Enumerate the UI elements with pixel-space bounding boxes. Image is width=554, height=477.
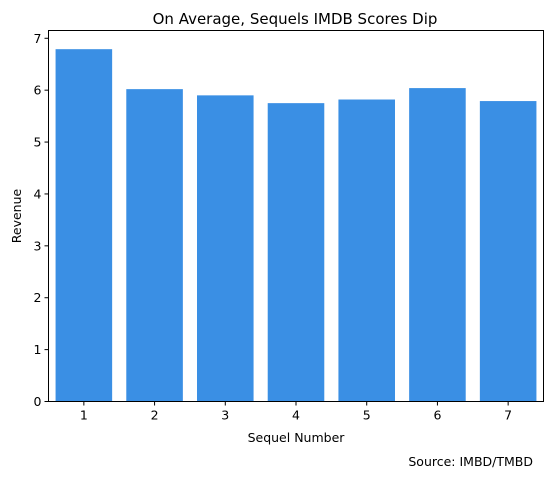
- x-tick-label: 1: [80, 408, 88, 423]
- y-tick-label: 2: [34, 290, 42, 305]
- x-tick-label: 2: [151, 408, 159, 423]
- bar-7: [479, 101, 537, 402]
- x-axis-label: Sequel Number: [248, 430, 346, 445]
- source-note: Source: IMBD/TMBD: [408, 454, 533, 469]
- bar-1: [55, 49, 113, 402]
- y-tick-label: 1: [34, 342, 42, 357]
- y-tick-label: 4: [34, 186, 42, 201]
- bar-3: [197, 95, 254, 402]
- y-tick-label: 3: [34, 238, 42, 253]
- bar-2: [126, 89, 183, 402]
- y-tick-label: 6: [34, 83, 42, 98]
- bar-5: [338, 99, 395, 402]
- y-tick-label: 7: [34, 31, 42, 46]
- plot-frame: [48, 30, 544, 402]
- x-tick-label: 3: [221, 408, 229, 423]
- x-tick-label: 7: [504, 408, 512, 423]
- bar-6: [409, 88, 466, 402]
- chart-title: On Average, Sequels IMDB Scores Dip: [153, 10, 438, 28]
- y-tick-label: 0: [34, 394, 42, 409]
- x-axis: 1 2 3 4 5 6 7: [80, 401, 512, 423]
- bars-group: [55, 49, 537, 402]
- bar-4: [267, 103, 325, 402]
- y-axis-label: Revenue: [9, 188, 24, 243]
- x-tick-label: 6: [433, 408, 441, 423]
- y-tick-label: 5: [34, 135, 42, 150]
- y-axis: 0 1 2 3 4 5 6 7: [34, 31, 49, 409]
- x-tick-label: 5: [363, 408, 371, 423]
- x-tick-label: 4: [292, 408, 300, 423]
